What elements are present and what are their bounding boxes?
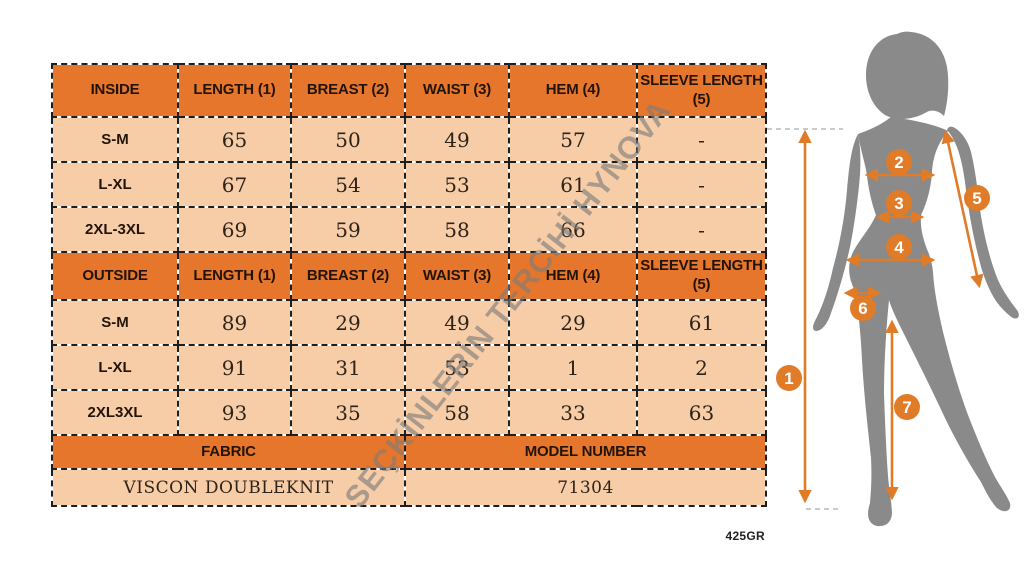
cell-value: 49 [404,116,510,163]
table-row: S-M 65 50 49 57 - [51,116,767,163]
measure-marker-7: 7 [894,394,920,420]
measure-marker-1: 1 [776,365,802,391]
weight-footnote: 425GR [725,529,765,543]
col-header-waist: WAIST (3) [404,63,510,118]
size-label: L-XL [51,344,179,391]
cell-value: 93 [177,389,292,436]
col-header-inside: INSIDE [51,63,179,118]
cell-value: 53 [404,161,510,208]
outside-header-row: OUTSIDE LENGTH (1) BREAST (2) WAIST (3) … [51,251,767,301]
table-row: L-XL 91 31 53 1 2 [51,344,767,391]
size-label: L-XL [51,161,179,208]
cell-value: 35 [290,389,406,436]
cell-value: 50 [290,116,406,163]
cell-value: 31 [290,344,406,391]
size-label: S-M [51,116,179,163]
silhouette-left-arm [813,134,861,331]
size-label: 2XL-3XL [51,206,179,253]
table-row: 2XL3XL 93 35 58 33 63 [51,389,767,436]
measure-marker-5: 5 [964,185,990,211]
cell-value: 58 [404,389,510,436]
fabric-header-row: FABRIC MODEL NUMBER [51,434,767,470]
fabric-value: VISCON DOUBLEKNIT [51,468,406,507]
cell-value: 91 [177,344,292,391]
svg-text:4: 4 [894,238,904,257]
cell-value: 1 [508,344,638,391]
col-header-hem: HEM (4) [508,63,638,118]
model-number-header: MODEL NUMBER [404,434,767,470]
svg-text:1: 1 [784,369,793,388]
cell-value: 2 [636,344,767,391]
col-header-length: LENGTH (1) [177,251,292,301]
cell-value: 29 [290,299,406,346]
svg-text:7: 7 [902,398,911,417]
fabric-value-row: VISCON DOUBLEKNIT 71304 [51,468,767,507]
measure-marker-6: 6 [850,295,876,321]
female-silhouette [813,31,1019,527]
col-header-waist: WAIST (3) [404,251,510,301]
cell-value: 29 [508,299,638,346]
measure-marker-2: 2 [886,149,912,175]
measurement-figure: 1 2 3 4 5 6 7 [760,0,1024,577]
cell-value: 63 [636,389,767,436]
fabric-header: FABRIC [51,434,406,470]
size-table: INSIDE LENGTH (1) BREAST (2) WAIST (3) H… [51,63,767,507]
cell-value: 54 [290,161,406,208]
col-header-breast: BREAST (2) [290,251,406,301]
svg-text:2: 2 [894,153,903,172]
inside-header-row: INSIDE LENGTH (1) BREAST (2) WAIST (3) H… [51,63,767,118]
col-header-sleeve: SLEEVE LENGTH (5) [636,251,767,301]
cell-value: 33 [508,389,638,436]
col-header-length: LENGTH (1) [177,63,292,118]
silhouette-right-arm [947,126,1019,319]
svg-text:5: 5 [972,189,981,208]
cell-value: - [636,161,767,208]
cell-value: 61 [508,161,638,208]
cell-value: 67 [177,161,292,208]
cell-value: - [636,206,767,253]
measure-arrow-5 [941,129,984,289]
table-row: 2XL-3XL 69 59 58 66 - [51,206,767,253]
table-row: S-M 89 29 49 29 61 [51,299,767,346]
svg-text:3: 3 [894,194,903,213]
cell-value: 66 [508,206,638,253]
cell-value: 61 [636,299,767,346]
model-number-value: 71304 [404,468,767,507]
col-header-sleeve: SLEEVE LENGTH (5) [636,63,767,118]
col-header-outside: OUTSIDE [51,251,179,301]
cell-value: 69 [177,206,292,253]
cell-value: - [636,116,767,163]
cell-value: 49 [404,299,510,346]
cell-value: 57 [508,116,638,163]
table-row: L-XL 67 54 53 61 - [51,161,767,208]
cell-value: 53 [404,344,510,391]
measure-marker-3: 3 [886,190,912,216]
col-header-hem: HEM (4) [508,251,638,301]
cell-value: 65 [177,116,292,163]
cell-value: 59 [290,206,406,253]
silhouette-body [849,117,1011,527]
size-label: 2XL3XL [51,389,179,436]
cell-value: 58 [404,206,510,253]
size-label: S-M [51,299,179,346]
cell-value: 89 [177,299,292,346]
measure-marker-4: 4 [886,234,912,260]
col-header-breast: BREAST (2) [290,63,406,118]
silhouette-head [866,31,949,119]
svg-text:6: 6 [858,299,867,318]
